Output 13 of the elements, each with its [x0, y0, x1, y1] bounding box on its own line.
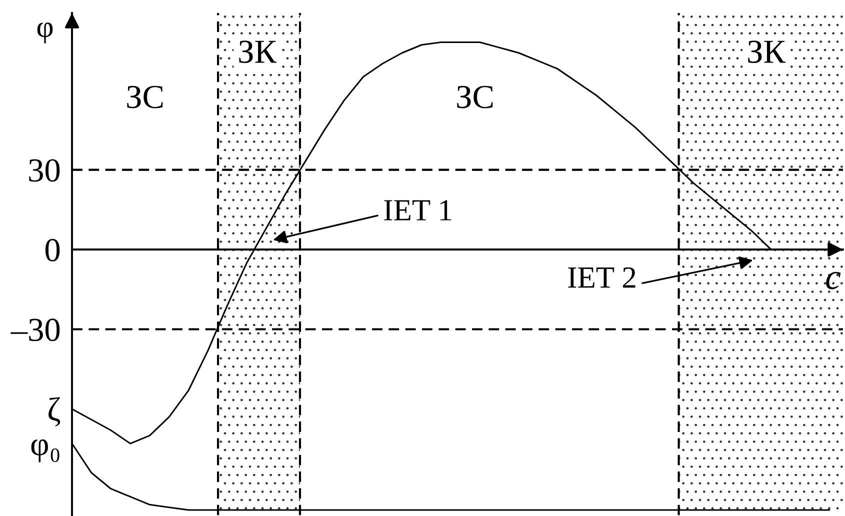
y-tick-label: φ₀ — [31, 439, 60, 462]
y-tick-label: 0 — [45, 238, 60, 262]
annotation: ЗК — [748, 40, 786, 64]
annotation: ЗС — [457, 86, 493, 108]
annotation: IET 2 — [568, 267, 636, 288]
annotation: ЗС — [127, 86, 163, 108]
x-axis-title: c — [826, 272, 841, 290]
y-tick-label: ζ — [48, 397, 60, 426]
y-axis-title: φ — [37, 22, 53, 44]
y-tick-label: 30 — [29, 159, 60, 182]
annotation: IET 1 — [384, 200, 452, 220]
y-tick-label: –30 — [10, 318, 60, 342]
annotation: ЗК — [239, 40, 277, 64]
